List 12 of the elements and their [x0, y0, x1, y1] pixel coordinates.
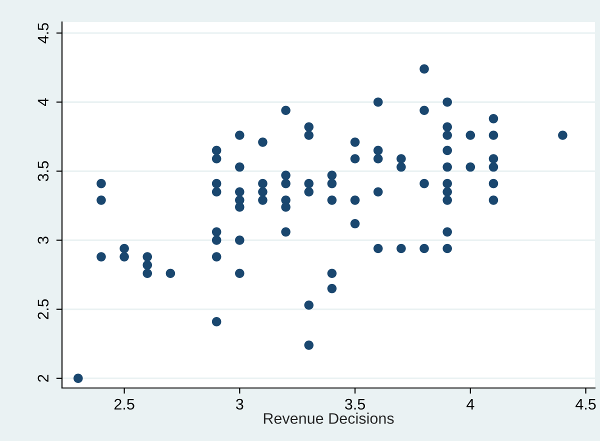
x-tick-label: 3.5 [345, 398, 366, 410]
x-tick-label: 2.5 [114, 398, 134, 410]
y-tick-label: 3.5 [38, 161, 49, 182]
y-tick-label: 4.5 [38, 23, 49, 44]
x-tick-label: 3 [236, 398, 244, 410]
x-tick-label: 4.5 [576, 398, 596, 410]
y-tick-label: 2.5 [38, 299, 49, 320]
y-tick-label: 3 [38, 236, 49, 244]
x-tick-label: 4 [466, 398, 474, 410]
x-axis-title: Revenue Decisions [264, 412, 394, 424]
y-tick-label: 2 [38, 374, 48, 382]
y-tick-label: 4 [38, 98, 48, 106]
